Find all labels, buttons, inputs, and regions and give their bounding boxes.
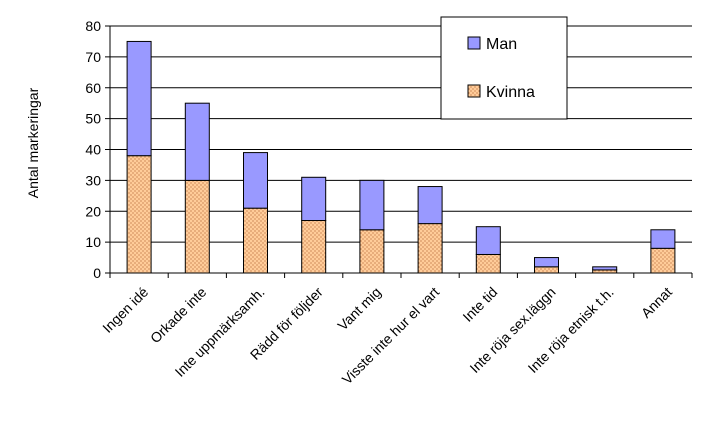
x-tick-label: Inte tid — [459, 284, 500, 325]
bar-man — [243, 152, 268, 209]
x-tick-label: Ingen idé — [99, 284, 151, 336]
legend-label-kvinna: Kvinna — [486, 84, 535, 101]
bar-man — [301, 176, 327, 222]
y-tick-label: 0 — [93, 265, 101, 281]
bar-man — [534, 257, 559, 268]
legend-swatch-man — [467, 36, 481, 50]
legend: Man Kvinna — [440, 16, 568, 120]
bars — [126, 40, 676, 274]
bar-man — [126, 40, 152, 157]
bar-kvinna — [359, 229, 385, 274]
x-tick-label: Vant mig — [334, 284, 384, 334]
y-tick-label: 20 — [85, 203, 101, 219]
y-tick-label: 40 — [85, 142, 101, 158]
bar-kvinna — [417, 223, 443, 274]
bar-kvinna — [650, 247, 676, 274]
y-tick-label: 50 — [85, 111, 101, 127]
y-axis-label: Antal markeringar — [25, 87, 41, 198]
bar-kvinna — [184, 179, 210, 274]
bar-man — [475, 226, 501, 255]
bar-man — [359, 179, 385, 231]
y-axis-ticks: 0 10 20 30 40 50 60 70 80 — [85, 18, 110, 281]
bar-man — [592, 266, 618, 271]
y-tick-label: 30 — [85, 172, 101, 188]
bar-man — [417, 186, 443, 225]
y-tick-label: 70 — [85, 49, 101, 65]
bar-kvinna — [126, 155, 152, 274]
x-tick-label: Orkade inte — [147, 284, 210, 347]
x-tick-label: Annat — [638, 284, 675, 321]
x-tick-label: Visste inte hur el vart — [339, 284, 443, 388]
y-tick-label: 80 — [85, 18, 101, 34]
bar-kvinna — [243, 207, 268, 274]
bar-kvinna — [301, 220, 327, 274]
bar-kvinna — [534, 266, 559, 274]
legend-swatch-kvinna — [467, 84, 481, 98]
bar-man — [184, 102, 210, 181]
y-tick-label: 60 — [85, 80, 101, 96]
legend-label-man: Man — [486, 36, 517, 53]
bar-kvinna — [475, 253, 501, 274]
y-tick-label: 10 — [85, 234, 101, 250]
bar-man — [650, 229, 676, 249]
legend-box — [440, 16, 568, 120]
